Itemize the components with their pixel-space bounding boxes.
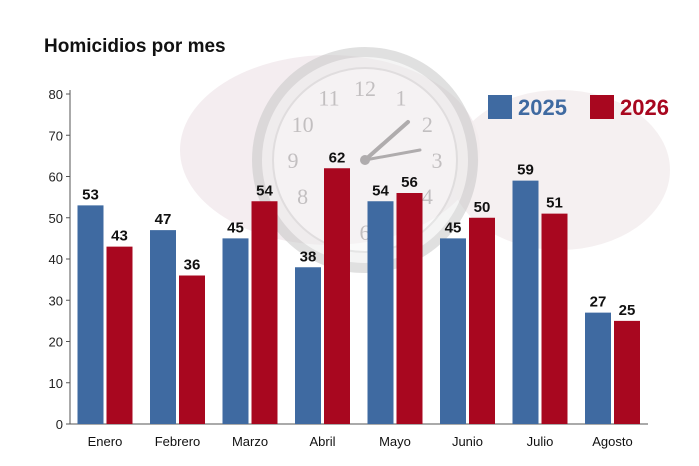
bar-2026-junio	[469, 217, 495, 424]
clock-numeral: 8	[297, 184, 308, 209]
legend-label-2025: 2025	[518, 95, 567, 120]
bar-2026-febrero	[179, 275, 205, 424]
data-label: 59	[517, 162, 534, 179]
data-label: 45	[227, 219, 244, 236]
bar-2026-marzo	[251, 201, 278, 424]
data-label: 54	[256, 182, 273, 199]
bar-2025-abril	[295, 267, 321, 424]
background-wash-right	[450, 90, 670, 250]
legend-label-2026: 2026	[620, 95, 669, 120]
x-tick-label: Enero	[88, 434, 123, 449]
data-label: 56	[401, 174, 418, 191]
bar-2025-agosto	[585, 312, 611, 424]
bar-2025-mayo	[367, 201, 394, 424]
bars	[77, 168, 640, 424]
data-label: 53	[82, 186, 99, 203]
chart-title: Homicidios por mes	[44, 36, 226, 57]
bar-2025-enero	[77, 205, 104, 424]
bar-2025-febrero	[150, 230, 176, 424]
bar-2026-enero	[106, 246, 133, 424]
clock-numeral: 6	[360, 220, 371, 245]
y-tick-label: 40	[49, 252, 63, 267]
data-label: 45	[445, 219, 462, 236]
bar-2026-agosto	[614, 320, 640, 424]
clock-numeral: 1	[396, 86, 407, 111]
x-tick-label: Marzo	[232, 434, 268, 449]
legend-swatch-2025	[488, 95, 512, 119]
data-label: 54	[372, 182, 389, 199]
x-tick-label: Julio	[527, 434, 554, 449]
y-tick-label: 20	[49, 335, 63, 350]
x-tick-label: Abril	[309, 434, 335, 449]
bar-2026-julio	[541, 213, 568, 424]
bar-2025-junio	[440, 238, 466, 424]
clock-hour-hand	[363, 120, 410, 162]
x-axis: Enero Febrero Marzo Abril Mayo Junio Julio Agos…	[88, 434, 633, 449]
x-tick-label: Junio	[452, 434, 483, 449]
x-tick-label: Agosto	[592, 434, 632, 449]
data-label: 62	[329, 149, 346, 166]
clock-numeral: 9	[288, 148, 299, 173]
y-tick-label: 30	[49, 293, 63, 308]
bar-2026-mayo	[396, 193, 423, 424]
y-tick-label: 80	[49, 87, 63, 102]
data-label: 25	[619, 302, 636, 319]
data-label: 51	[546, 195, 563, 212]
data-label: 50	[474, 199, 491, 216]
data-label: 36	[184, 257, 201, 274]
clock-numeral: 4	[422, 184, 433, 209]
y-tick-label: 50	[49, 211, 63, 226]
data-label: 43	[111, 228, 128, 245]
clock-icon: 121234567891011	[252, 47, 478, 273]
clock-numeral: 3	[432, 148, 443, 173]
clock-numeral: 2	[422, 112, 433, 137]
y-tick-label: 0	[56, 417, 63, 432]
y-tick-label: 10	[49, 376, 63, 391]
legend-swatch-2026	[590, 95, 614, 119]
clock-minute-hand	[363, 148, 422, 162]
data-label: 47	[155, 211, 172, 228]
bar-2025-marzo	[222, 238, 249, 424]
data-label: 38	[300, 248, 317, 265]
y-tick-label: 60	[49, 170, 63, 185]
clock-numeral: 10	[292, 112, 314, 137]
clock-numeral: 11	[318, 86, 339, 111]
clock-center	[360, 155, 370, 165]
data-label: 27	[590, 294, 607, 311]
bar-2026-abril	[324, 168, 350, 424]
clock-numeral: 12	[354, 76, 376, 101]
x-tick-label: Febrero	[155, 434, 201, 449]
legend: 2025 2026	[488, 95, 669, 120]
y-tick-label: 70	[49, 128, 63, 143]
x-tick-label: Mayo	[379, 434, 411, 449]
bar-2025-julio	[512, 180, 539, 424]
